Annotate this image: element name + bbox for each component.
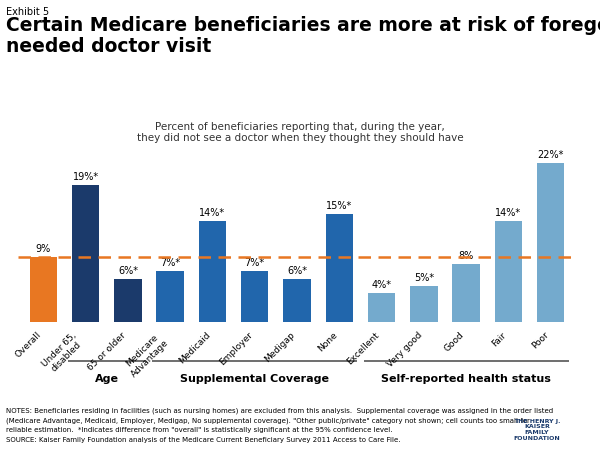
Text: Medicare
Advantage: Medicare Advantage: [122, 330, 170, 378]
Text: 22%*: 22%*: [538, 150, 564, 161]
Text: 6%*: 6%*: [287, 266, 307, 276]
Text: Employer: Employer: [218, 330, 255, 367]
Text: 14%*: 14%*: [199, 208, 226, 218]
Text: (Medicare Advantage, Medicaid, Employer, Medigap, No supplemental coverage). "Ot: (Medicare Advantage, Medicaid, Employer,…: [6, 417, 530, 423]
Text: 4%*: 4%*: [371, 280, 392, 290]
Text: Exhibit 5: Exhibit 5: [6, 7, 49, 17]
Text: 14%*: 14%*: [496, 208, 521, 218]
Text: Poor: Poor: [530, 330, 551, 351]
Text: Self-reported health status: Self-reported health status: [381, 374, 551, 383]
Text: 15%*: 15%*: [326, 201, 352, 211]
Text: 9%: 9%: [36, 244, 51, 254]
Text: 7%*: 7%*: [160, 258, 180, 269]
Bar: [199, 221, 226, 322]
Text: None: None: [316, 330, 339, 353]
Bar: [157, 271, 184, 322]
Bar: [72, 185, 100, 322]
Text: Percent of beneficiaries reporting that, during the year,
they did not see a doc: Percent of beneficiaries reporting that,…: [137, 122, 463, 143]
Bar: [241, 271, 268, 322]
Text: Very good: Very good: [385, 330, 424, 369]
Bar: [29, 257, 57, 322]
Bar: [537, 163, 565, 322]
Text: Excellent: Excellent: [346, 330, 382, 366]
Text: 6%*: 6%*: [118, 266, 138, 276]
Text: 7%*: 7%*: [245, 258, 265, 269]
Text: Medicaid: Medicaid: [178, 330, 212, 365]
Text: 65 or older: 65 or older: [86, 330, 128, 372]
Bar: [452, 264, 480, 322]
Text: Good: Good: [443, 330, 466, 354]
Bar: [283, 279, 311, 322]
Bar: [368, 293, 395, 322]
Text: 5%*: 5%*: [414, 273, 434, 283]
Text: 8%: 8%: [458, 251, 474, 261]
Text: Fair: Fair: [491, 330, 508, 348]
Text: Under 65,
disabled: Under 65, disabled: [40, 330, 86, 376]
Bar: [326, 214, 353, 322]
Bar: [410, 286, 437, 322]
Bar: [494, 221, 522, 322]
Text: SOURCE: Kaiser Family Foundation analysis of the Medicare Current Beneficiary Su: SOURCE: Kaiser Family Foundation analysi…: [6, 437, 401, 443]
Text: reliable estimation.  *Indicates difference from "overall" is statistically sign: reliable estimation. *Indicates differen…: [6, 427, 392, 433]
Text: Certain Medicare beneficiaries are more at risk of foregoing a
needed doctor vis: Certain Medicare beneficiaries are more …: [6, 16, 600, 56]
Text: NOTES: Beneficiaries residing in facilities (such as nursing homes) are excluded: NOTES: Beneficiaries residing in facilit…: [6, 407, 553, 414]
Bar: [114, 279, 142, 322]
Text: Age: Age: [95, 374, 119, 383]
Text: Overall: Overall: [14, 330, 43, 360]
Text: Supplemental Coverage: Supplemental Coverage: [180, 374, 329, 383]
Text: THE HENRY J.
KAISER
FAMILY
FOUNDATION: THE HENRY J. KAISER FAMILY FOUNDATION: [514, 418, 560, 441]
Text: Medigap: Medigap: [263, 330, 297, 364]
Text: 19%*: 19%*: [73, 172, 98, 182]
